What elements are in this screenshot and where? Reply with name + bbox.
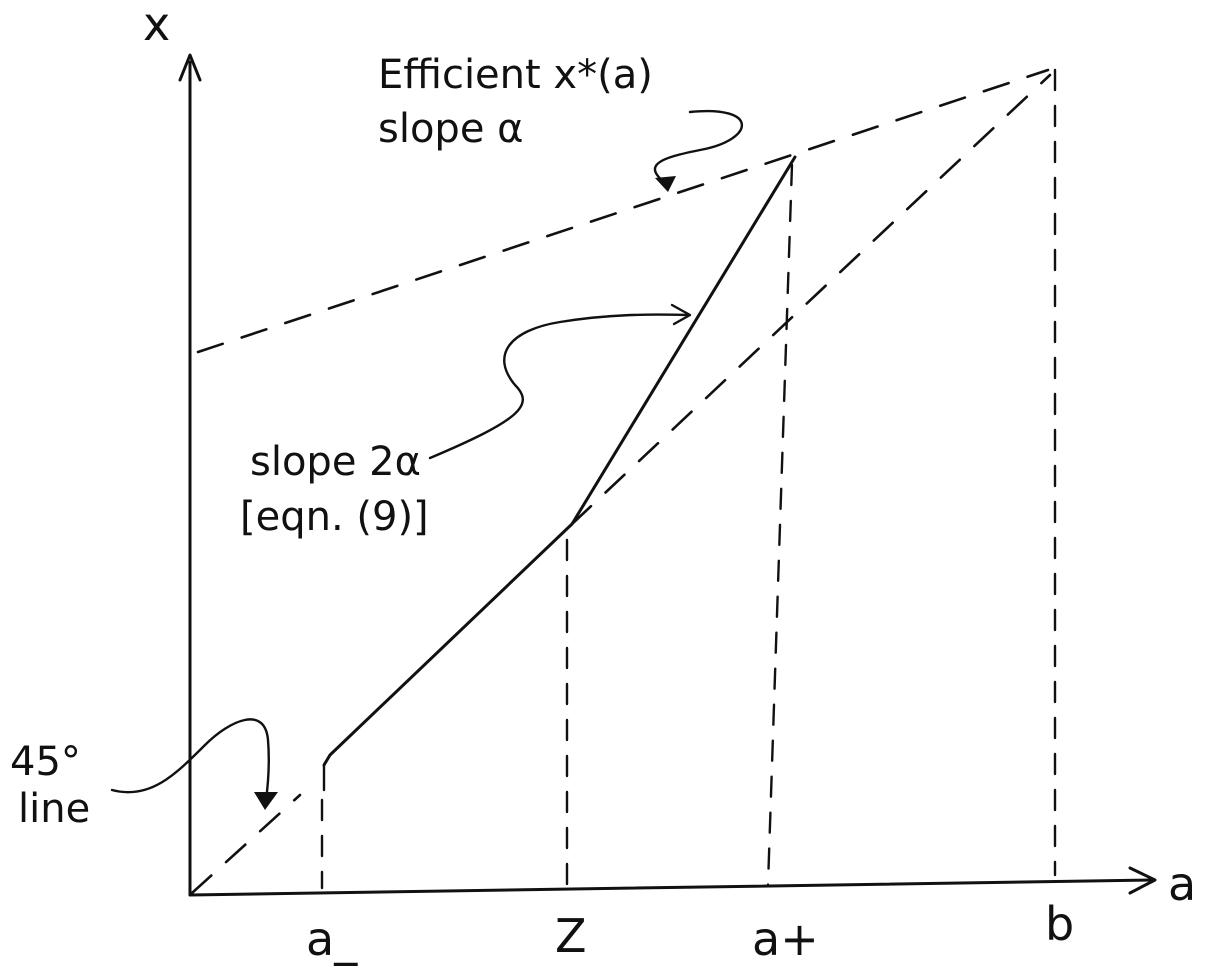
line-45-lower bbox=[190, 793, 302, 895]
line45-label-line1: 45° bbox=[10, 739, 81, 785]
slope-label-line1: slope 2α bbox=[250, 439, 421, 485]
slope-arrowhead-icon bbox=[670, 303, 692, 326]
slope-label-line2: [eqn. (9)] bbox=[240, 494, 429, 540]
line45-arrowhead-icon bbox=[254, 792, 278, 810]
efficient-annotation: Efficient x*(a) slope α bbox=[378, 52, 743, 192]
slope-annotation: slope 2α [eqn. (9)] bbox=[240, 303, 692, 540]
axes bbox=[178, 53, 1157, 897]
efficient-arrowhead-icon bbox=[655, 176, 676, 192]
equilibrium-curve bbox=[322, 155, 797, 767]
x-axis-label: a bbox=[1168, 857, 1196, 911]
x-axis bbox=[188, 878, 1154, 897]
efficient-pointer-arrow bbox=[653, 109, 743, 187]
tick-label-a-minus: a_ bbox=[306, 912, 358, 966]
efficient-line bbox=[196, 68, 1050, 354]
slope-pointer-arrow bbox=[428, 313, 690, 460]
line45-pointer-arrow bbox=[110, 718, 271, 802]
x-axis-arrowhead bbox=[1128, 866, 1157, 895]
efficient-label-line1: Efficient x*(a) bbox=[378, 52, 653, 98]
tick-label-z: Z bbox=[555, 909, 587, 963]
line45-annotation: 45° line bbox=[10, 718, 278, 832]
y-axis-label: x bbox=[143, 0, 170, 51]
tick-label-a-plus: a+ bbox=[752, 912, 819, 966]
tick-label-b: b bbox=[1045, 897, 1074, 951]
line-45-upper bbox=[570, 73, 1052, 526]
vline-a-plus bbox=[766, 163, 794, 887]
efficient-label-line2: slope α bbox=[378, 106, 524, 152]
line45-label-line2: line bbox=[18, 786, 90, 832]
y-axis-arrowhead bbox=[178, 53, 202, 82]
